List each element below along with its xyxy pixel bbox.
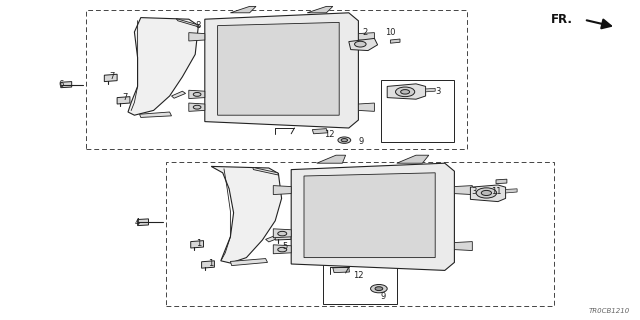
Polygon shape — [253, 167, 278, 175]
Polygon shape — [454, 242, 472, 251]
Circle shape — [341, 139, 348, 142]
Text: 12: 12 — [353, 271, 364, 280]
Polygon shape — [470, 185, 506, 202]
Polygon shape — [61, 82, 72, 88]
Circle shape — [193, 105, 201, 109]
Circle shape — [375, 287, 383, 291]
Polygon shape — [189, 103, 205, 111]
Polygon shape — [273, 245, 291, 254]
Text: 8: 8 — [196, 21, 201, 30]
Text: 7: 7 — [109, 72, 115, 81]
Circle shape — [193, 92, 201, 96]
Circle shape — [338, 137, 351, 143]
Polygon shape — [104, 74, 117, 82]
Circle shape — [278, 231, 287, 236]
Circle shape — [355, 41, 366, 47]
Polygon shape — [307, 6, 333, 13]
Text: 4: 4 — [135, 218, 140, 227]
Circle shape — [278, 247, 287, 252]
Text: 3: 3 — [436, 87, 441, 96]
Circle shape — [401, 90, 410, 94]
Polygon shape — [202, 261, 214, 268]
Text: 10: 10 — [385, 28, 396, 36]
Bar — [86, 10, 467, 149]
Polygon shape — [333, 267, 349, 273]
Text: 9: 9 — [380, 292, 385, 301]
Bar — [323, 248, 397, 304]
Polygon shape — [275, 234, 291, 240]
Text: FR.: FR. — [551, 13, 573, 26]
Polygon shape — [205, 13, 358, 128]
Polygon shape — [273, 186, 291, 195]
Polygon shape — [426, 88, 435, 92]
Polygon shape — [172, 91, 186, 98]
Text: TR0CB1210: TR0CB1210 — [589, 308, 630, 314]
Polygon shape — [189, 33, 205, 41]
Polygon shape — [496, 179, 507, 184]
Polygon shape — [211, 166, 282, 263]
Text: 7: 7 — [122, 93, 127, 102]
Polygon shape — [266, 234, 282, 242]
Text: 5: 5 — [282, 242, 287, 251]
Bar — [166, 162, 554, 306]
Polygon shape — [387, 84, 426, 99]
Polygon shape — [140, 112, 172, 117]
Polygon shape — [138, 219, 148, 226]
Polygon shape — [397, 155, 429, 163]
Polygon shape — [291, 163, 454, 270]
Circle shape — [396, 87, 415, 97]
Polygon shape — [358, 33, 374, 41]
Polygon shape — [390, 39, 400, 43]
Circle shape — [481, 190, 492, 196]
Polygon shape — [454, 186, 472, 195]
Polygon shape — [317, 155, 346, 163]
Text: 2: 2 — [362, 28, 367, 36]
Polygon shape — [312, 129, 328, 134]
Polygon shape — [349, 38, 378, 51]
Circle shape — [371, 284, 387, 293]
Polygon shape — [117, 97, 130, 104]
Text: 6: 6 — [58, 80, 63, 89]
Text: 1: 1 — [209, 260, 214, 268]
Polygon shape — [506, 189, 517, 193]
Polygon shape — [176, 19, 200, 27]
Polygon shape — [189, 90, 205, 99]
Polygon shape — [230, 259, 268, 266]
Text: 11: 11 — [491, 188, 501, 196]
Bar — [381, 80, 454, 142]
Polygon shape — [128, 18, 198, 115]
Polygon shape — [218, 22, 339, 115]
Circle shape — [476, 188, 497, 198]
Text: 1: 1 — [196, 239, 201, 248]
Polygon shape — [358, 103, 374, 111]
Polygon shape — [230, 6, 256, 13]
Polygon shape — [304, 173, 435, 258]
Text: 9: 9 — [359, 137, 364, 146]
Text: 3: 3 — [471, 188, 476, 196]
Text: 12: 12 — [324, 130, 335, 139]
Polygon shape — [191, 241, 204, 248]
Polygon shape — [273, 229, 291, 238]
